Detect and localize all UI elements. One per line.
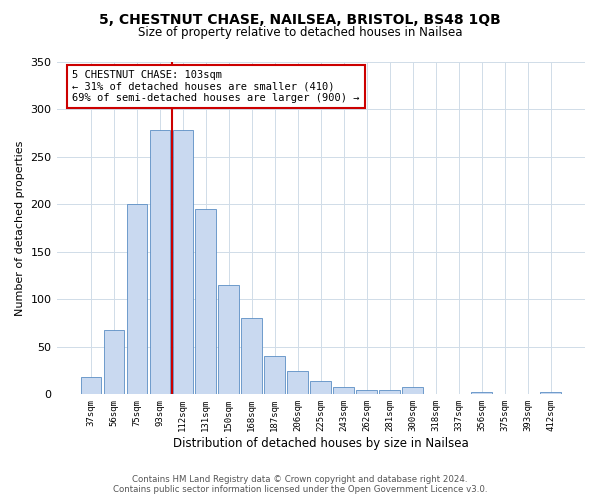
- Text: 5, CHESTNUT CHASE, NAILSEA, BRISTOL, BS48 1QB: 5, CHESTNUT CHASE, NAILSEA, BRISTOL, BS4…: [99, 12, 501, 26]
- Bar: [334, 386, 354, 394]
- Text: 5 CHESTNUT CHASE: 103sqm
← 31% of detached houses are smaller (410)
69% of semi-: 5 CHESTNUT CHASE: 103sqm ← 31% of detach…: [73, 70, 360, 103]
- Bar: [472, 392, 492, 394]
- Bar: [149, 130, 170, 394]
- Bar: [287, 370, 308, 394]
- Bar: [218, 285, 239, 395]
- Y-axis label: Number of detached properties: Number of detached properties: [15, 140, 25, 316]
- Bar: [265, 356, 285, 395]
- Bar: [403, 386, 423, 394]
- Bar: [104, 330, 124, 394]
- Bar: [379, 390, 400, 394]
- X-axis label: Distribution of detached houses by size in Nailsea: Distribution of detached houses by size …: [173, 437, 469, 450]
- Bar: [310, 381, 331, 394]
- Bar: [540, 392, 561, 394]
- Bar: [356, 390, 377, 394]
- Bar: [241, 318, 262, 394]
- Bar: [127, 204, 147, 394]
- Text: Size of property relative to detached houses in Nailsea: Size of property relative to detached ho…: [138, 26, 462, 39]
- Bar: [80, 377, 101, 394]
- Text: Contains HM Land Registry data © Crown copyright and database right 2024.
Contai: Contains HM Land Registry data © Crown c…: [113, 474, 487, 494]
- Bar: [196, 209, 216, 394]
- Bar: [173, 130, 193, 394]
